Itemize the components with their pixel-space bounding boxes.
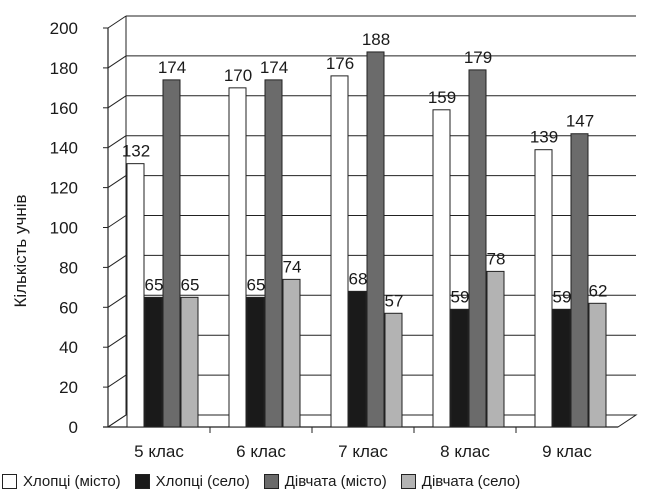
legend-item: Дівчата (село) — [400, 472, 521, 490]
legend-label: Дівчата (село) — [421, 472, 521, 490]
data-label: 65 — [247, 275, 266, 294]
gridline-diagonal — [107, 175, 127, 189]
data-label: 65 — [181, 275, 200, 294]
bar — [330, 75, 349, 428]
bars — [126, 51, 607, 428]
bar — [588, 302, 607, 428]
data-label: 139 — [530, 128, 558, 147]
bar — [126, 163, 145, 428]
legend-swatch — [400, 473, 416, 489]
y-tick-label: 100 — [50, 219, 78, 238]
bar — [162, 79, 181, 428]
data-label: 147 — [566, 112, 594, 131]
bar — [468, 69, 487, 428]
bar — [264, 79, 283, 428]
bar — [432, 109, 451, 428]
data-label: 179 — [464, 48, 492, 67]
data-label: 59 — [451, 287, 470, 306]
gridline-diagonal — [107, 254, 127, 268]
gridline-diagonal — [107, 334, 127, 348]
bar — [384, 312, 403, 428]
data-label: 68 — [349, 269, 368, 288]
y-tick-label: 160 — [50, 99, 78, 118]
y-tick-label: 120 — [50, 179, 78, 198]
bar — [180, 296, 199, 428]
legend: Хлопці (місто) Хлопці (село) Дівчата (міст… — [0, 470, 652, 492]
data-label: 62 — [589, 281, 608, 300]
data-label: 78 — [487, 249, 506, 268]
bar — [144, 296, 163, 428]
x-tick-label: 9 клас — [542, 442, 592, 461]
gridline-diagonal — [107, 15, 127, 29]
legend-item: Дівчата (місто) — [263, 472, 387, 490]
legend-swatch — [2, 473, 17, 489]
data-label: 74 — [283, 257, 302, 276]
data-label: 57 — [385, 291, 404, 310]
data-label: 176 — [326, 54, 354, 73]
bar — [552, 308, 571, 428]
x-tick-label: 5 клас — [134, 442, 184, 461]
y-tick-label: 80 — [59, 258, 78, 277]
gridline-diagonal — [107, 215, 127, 228]
bar — [228, 87, 247, 428]
x-tick-label: 6 клас — [236, 442, 286, 461]
gridline-diagonal — [107, 55, 127, 69]
data-label: 174 — [260, 58, 288, 77]
data-label: 159 — [428, 88, 456, 107]
y-tick-label: 40 — [59, 338, 78, 357]
legend-swatch — [134, 473, 150, 489]
bar — [366, 51, 385, 428]
y-axis-label: Кількість учнів — [11, 194, 30, 307]
y-tick-label: 20 — [59, 378, 78, 397]
y-tick-label: 140 — [50, 139, 78, 158]
data-label: 174 — [158, 58, 186, 77]
gridline-diagonal — [107, 374, 127, 388]
data-labels: 132 65 174 65 170 65 174 74 176 68 188 57 159 59 179 78… — [122, 30, 608, 310]
legend-label: Хлопці (село) — [155, 472, 250, 490]
bar-chart: 0 20 40 60 80 100 120 140 160 180 200 132 65 174 65 17… — [11, 15, 638, 461]
bar — [348, 290, 367, 428]
y-tick-labels: 0 20 40 60 80 100 120 140 160 180 200 — [50, 19, 78, 437]
x-tick-label: 8 клас — [440, 442, 490, 461]
y-tick-label: 0 — [69, 418, 78, 437]
data-label: 132 — [122, 142, 150, 161]
gridline-diagonal — [107, 135, 127, 149]
gridline-diagonal — [107, 294, 127, 308]
bar — [486, 270, 505, 428]
y-tick-label: 60 — [59, 298, 78, 317]
bar — [246, 296, 265, 428]
bar — [534, 149, 553, 428]
legend-swatch — [263, 473, 279, 489]
legend-label: Дівчата (місто) — [284, 472, 387, 490]
x-tick-label: 7 клас — [338, 442, 388, 461]
bar — [570, 133, 589, 428]
gridline-diagonal — [107, 95, 127, 109]
legend-item: Хлопці (місто) — [2, 473, 121, 490]
y-tick-label: 200 — [50, 19, 78, 38]
data-label: 65 — [145, 275, 164, 294]
x-tick-labels: 5 клас 6 клас 7 клас 8 клас 9 клас — [134, 442, 592, 461]
y-tick-label: 180 — [50, 59, 78, 78]
legend-label: Хлопці (місто) — [23, 472, 121, 490]
bar — [450, 308, 469, 428]
data-label: 59 — [553, 287, 572, 306]
bar — [282, 278, 301, 428]
data-label: 170 — [224, 66, 252, 85]
legend-item: Хлопці (село) — [134, 472, 250, 490]
data-label: 188 — [362, 30, 390, 49]
